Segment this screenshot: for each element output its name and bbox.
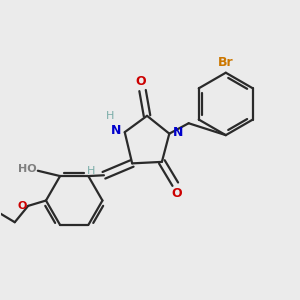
- Text: N: N: [173, 126, 183, 139]
- Text: O: O: [17, 201, 27, 211]
- Text: Br: Br: [218, 56, 234, 69]
- Text: N: N: [111, 124, 121, 137]
- Text: H: H: [87, 166, 95, 176]
- Text: HO: HO: [18, 164, 36, 174]
- Text: H: H: [106, 111, 114, 121]
- Text: O: O: [136, 75, 146, 88]
- Text: O: O: [171, 187, 182, 200]
